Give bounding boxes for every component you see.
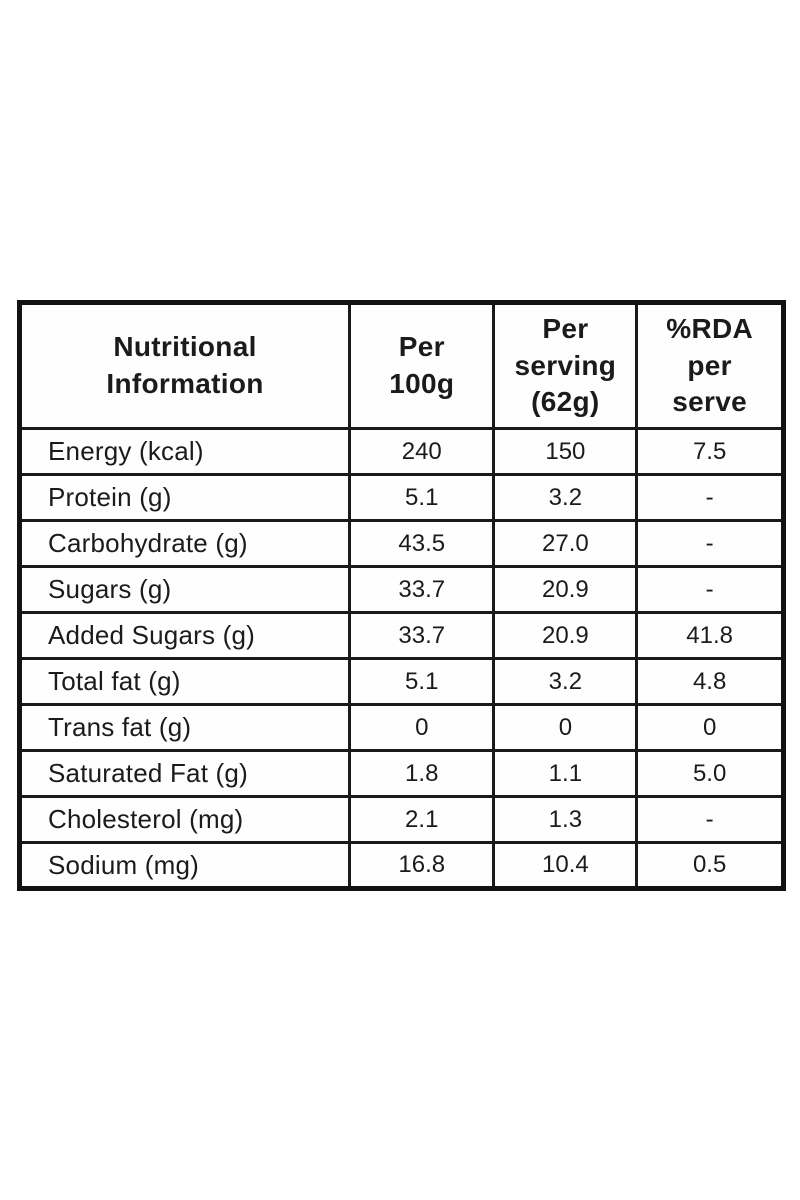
value-per-serving: 3.2 [492, 657, 639, 706]
value-rda-per-serve: 7.5 [635, 427, 785, 476]
table-row-added-sugars: Added Sugars (g) 33.7 20.9 41.8 [17, 611, 785, 660]
table-row-protein: Protein (g) 5.1 3.2 - [17, 473, 785, 522]
table-row-sodium: Sodium (mg) 16.8 10.4 0.5 [17, 841, 785, 890]
nutrition-table: Nutritional Information Per 100g Per ser… [17, 300, 786, 891]
value-rda-per-serve: - [635, 565, 785, 614]
value-per-100g: 43.5 [348, 519, 496, 568]
value-per-serving: 1.3 [492, 795, 639, 844]
row-label: Cholesterol (mg) [17, 795, 352, 844]
header-per-100g: Per 100g [348, 301, 496, 430]
table-row-cholesterol: Cholesterol (mg) 2.1 1.3 - [17, 795, 785, 844]
value-rda-per-serve: 41.8 [635, 611, 785, 660]
table-row-energy: Energy (kcal) 240 150 7.5 [17, 427, 785, 476]
value-per-serving: 150 [492, 427, 639, 476]
row-label: Sodium (mg) [17, 841, 352, 890]
value-per-serving: 20.9 [492, 611, 639, 660]
row-label: Sugars (g) [17, 565, 352, 614]
value-per-100g: 2.1 [348, 795, 496, 844]
value-rda-per-serve: 0 [635, 703, 785, 752]
header-rda-per-serve: %RDA per serve [635, 301, 785, 430]
value-per-100g: 5.1 [348, 473, 496, 522]
value-per-serving: 1.1 [492, 749, 639, 798]
row-label: Protein (g) [17, 473, 352, 522]
value-per-serving: 10.4 [492, 841, 639, 890]
nutrition-label: Nutritional Information Per 100g Per ser… [17, 300, 786, 891]
row-label: Total fat (g) [17, 657, 352, 706]
header-nutritional-information: Nutritional Information [17, 301, 352, 430]
header-row: Nutritional Information Per 100g Per ser… [17, 301, 785, 430]
row-label: Trans fat (g) [17, 703, 352, 752]
table-row-saturated-fat: Saturated Fat (g) 1.8 1.1 5.0 [17, 749, 785, 798]
value-rda-per-serve: 4.8 [635, 657, 785, 706]
value-per-100g: 33.7 [348, 565, 496, 614]
table-row-carbohydrate: Carbohydrate (g) 43.5 27.0 - [17, 519, 785, 568]
value-rda-per-serve: - [635, 795, 785, 844]
row-label: Added Sugars (g) [17, 611, 352, 660]
value-rda-per-serve: 0.5 [635, 841, 785, 890]
value-per-serving: 27.0 [492, 519, 639, 568]
value-per-100g: 0 [348, 703, 496, 752]
value-per-100g: 33.7 [348, 611, 496, 660]
row-label: Carbohydrate (g) [17, 519, 352, 568]
table-row-trans-fat: Trans fat (g) 0 0 0 [17, 703, 785, 752]
value-rda-per-serve: - [635, 473, 785, 522]
value-per-serving: 3.2 [492, 473, 639, 522]
value-per-serving: 0 [492, 703, 639, 752]
table-row-sugars: Sugars (g) 33.7 20.9 - [17, 565, 785, 614]
value-rda-per-serve: - [635, 519, 785, 568]
value-rda-per-serve: 5.0 [635, 749, 785, 798]
value-per-100g: 16.8 [348, 841, 496, 890]
value-per-100g: 1.8 [348, 749, 496, 798]
value-per-100g: 5.1 [348, 657, 496, 706]
row-label: Energy (kcal) [17, 427, 352, 476]
value-per-100g: 240 [348, 427, 496, 476]
header-per-serving: Per serving (62g) [492, 301, 639, 430]
value-per-serving: 20.9 [492, 565, 639, 614]
row-label: Saturated Fat (g) [17, 749, 352, 798]
table-row-total-fat: Total fat (g) 5.1 3.2 4.8 [17, 657, 785, 706]
